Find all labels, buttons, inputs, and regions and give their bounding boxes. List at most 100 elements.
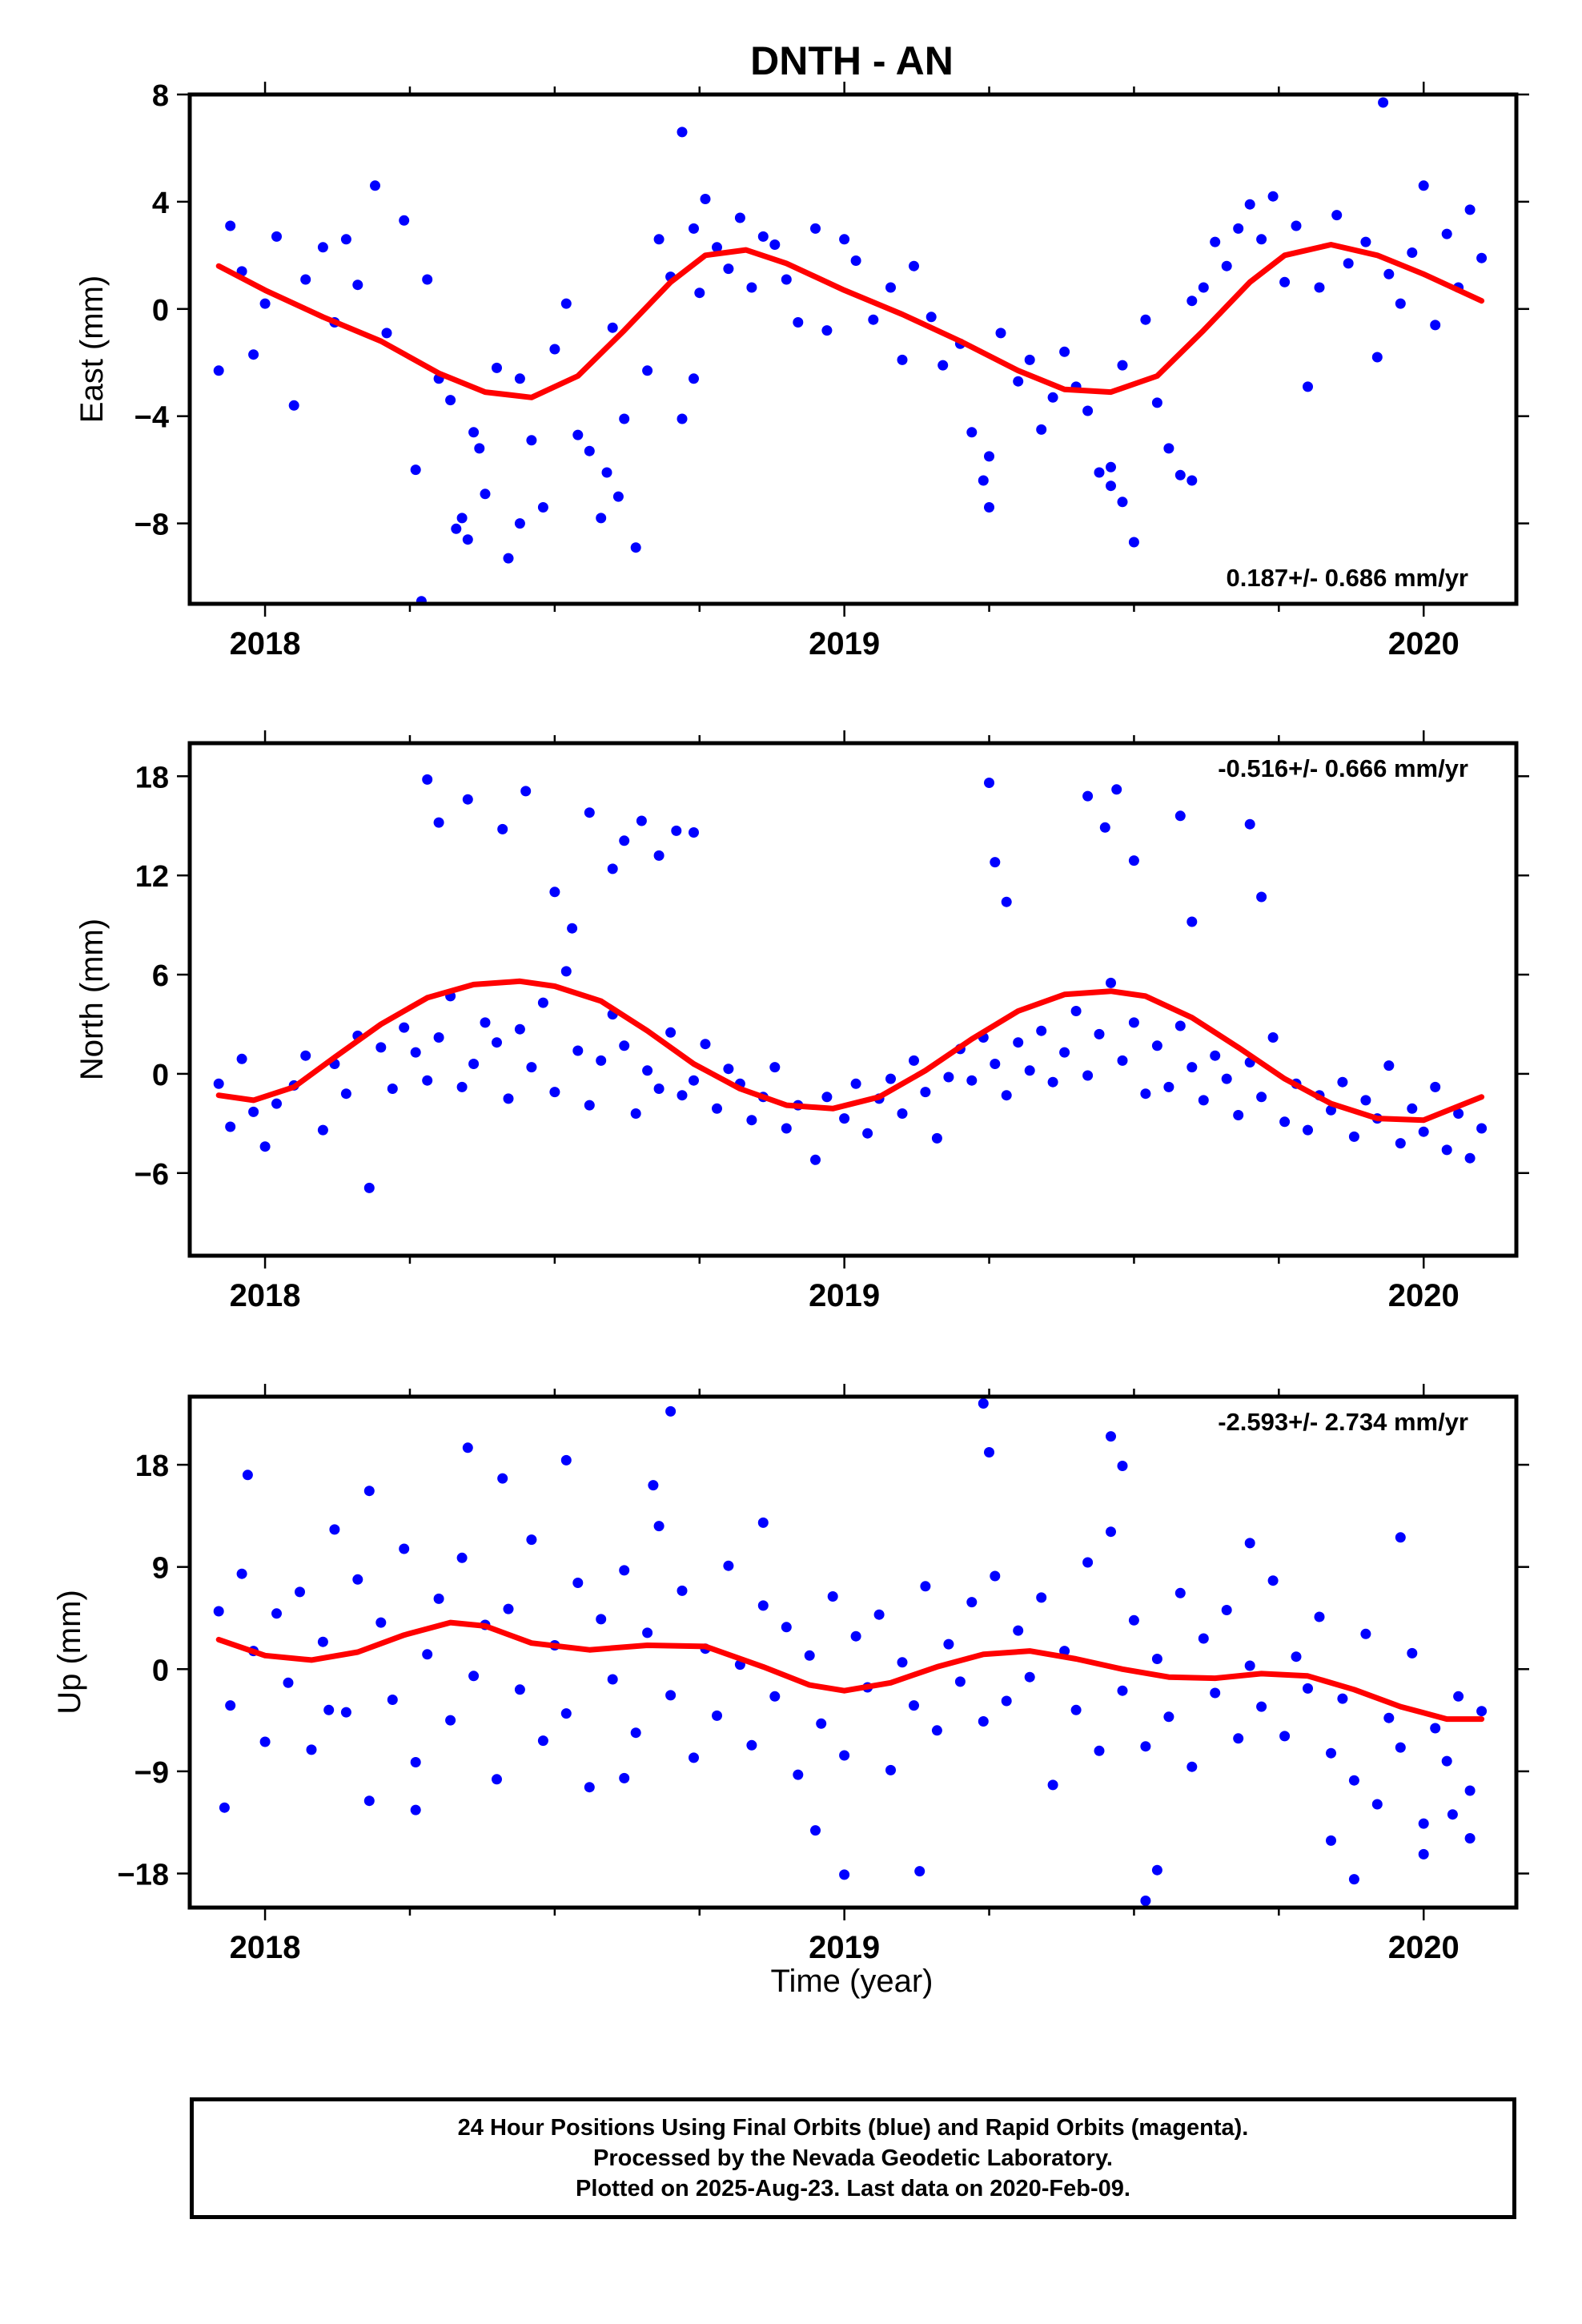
- data-point: [422, 1649, 433, 1660]
- data-point: [642, 1065, 653, 1076]
- data-point: [363, 1486, 375, 1497]
- data-point: [1047, 1779, 1058, 1791]
- data-point: [1383, 1060, 1395, 1072]
- data-point: [642, 365, 653, 376]
- data-point: [462, 794, 473, 805]
- east-panel: 2018 2019 2020 8 4 0 −4 −8 East (mm) 0.187+/- 0.6…: [74, 79, 1529, 661]
- data-point: [1371, 352, 1383, 363]
- data-point: [560, 1454, 572, 1466]
- data-point: [839, 234, 850, 245]
- velocity-label: -2.593+/- 2.734 mm/yr: [1218, 1408, 1468, 1436]
- data-point: [1128, 855, 1139, 866]
- data-point: [306, 1744, 317, 1755]
- data-point: [1174, 469, 1186, 480]
- data-point: [1244, 199, 1255, 210]
- data-point: [1395, 1138, 1406, 1149]
- data-point: [827, 1591, 838, 1602]
- data-point: [636, 815, 647, 826]
- data-point: [422, 774, 433, 785]
- data-point: [363, 1795, 375, 1807]
- data-point: [514, 518, 525, 529]
- data-point: [537, 997, 548, 1008]
- data-point: [596, 513, 607, 524]
- data-point: [1395, 298, 1406, 309]
- data-point: [433, 1593, 444, 1604]
- caption-line: 24 Hour Positions Using Final Orbits (bl…: [457, 2115, 1249, 2141]
- data-point: [1106, 1431, 1116, 1442]
- data-point: [1070, 1704, 1082, 1715]
- data-point: [1151, 397, 1162, 408]
- data-point: [850, 255, 861, 266]
- data-point: [689, 373, 699, 384]
- data-point: [271, 1608, 282, 1619]
- data-point: [480, 1017, 491, 1028]
- data-point: [619, 1565, 630, 1576]
- data-point: [317, 1124, 328, 1136]
- data-point: [300, 1050, 311, 1061]
- data-point: [943, 1072, 954, 1083]
- data-point: [596, 1055, 607, 1066]
- data-point: [474, 443, 485, 454]
- data-point: [1303, 1683, 1313, 1694]
- data-point: [1186, 1062, 1198, 1073]
- y-tick-label: 0: [152, 1059, 169, 1092]
- data-point: [885, 1073, 896, 1084]
- data-point: [422, 1075, 433, 1086]
- data-point: [468, 1671, 480, 1682]
- data-point: [885, 1764, 896, 1775]
- data-point: [236, 1053, 247, 1064]
- data-point: [1279, 1116, 1291, 1128]
- data-point: [422, 274, 433, 285]
- data-point: [480, 489, 491, 500]
- data-point: [1163, 443, 1174, 454]
- data-point: [1244, 1660, 1255, 1671]
- data-point: [1360, 1628, 1371, 1639]
- data-point: [931, 1132, 942, 1144]
- data-point: [1163, 1081, 1174, 1092]
- data-point: [1221, 1073, 1232, 1084]
- data-point: [1418, 1818, 1429, 1829]
- data-point: [1036, 424, 1047, 435]
- data-point: [1001, 1090, 1012, 1101]
- plot-frame: [187, 741, 1519, 1258]
- data-point: [1210, 236, 1221, 247]
- data-point: [567, 923, 578, 934]
- x-tick-label: 2020: [1388, 626, 1460, 661]
- data-point: [520, 786, 532, 797]
- y-tick-label: 18: [135, 1449, 169, 1483]
- data-point: [456, 1552, 468, 1563]
- data-point: [236, 1568, 247, 1579]
- data-point: [1256, 234, 1267, 245]
- data-point: [850, 1078, 861, 1089]
- data-point: [1140, 314, 1151, 325]
- data-point: [340, 1707, 351, 1718]
- data-point: [769, 239, 781, 250]
- data-point: [984, 502, 994, 513]
- data-point: [584, 445, 595, 456]
- data-point: [1233, 223, 1244, 234]
- data-point: [1186, 916, 1198, 927]
- y-tick-label: 18: [135, 761, 169, 794]
- data-point: [1001, 1695, 1012, 1707]
- data-point: [225, 1700, 236, 1711]
- data-point: [1059, 1646, 1070, 1657]
- data-point: [1337, 1076, 1348, 1088]
- data-point: [671, 825, 682, 836]
- data-point: [1476, 1123, 1488, 1134]
- data-point: [793, 1769, 804, 1780]
- data-point: [1441, 1144, 1452, 1156]
- data-point: [897, 1657, 908, 1668]
- data-point: [375, 1617, 387, 1628]
- data-point: [1117, 1461, 1128, 1471]
- data-point: [317, 1636, 328, 1647]
- data-point: [1395, 1532, 1406, 1543]
- data-point: [653, 1521, 665, 1532]
- data-point: [317, 242, 328, 253]
- data-point: [526, 435, 537, 446]
- data-point: [584, 807, 595, 818]
- data-point: [850, 1630, 861, 1642]
- data-point: [1094, 467, 1105, 478]
- data-point: [1059, 346, 1070, 357]
- data-point: [1024, 1065, 1035, 1076]
- data-point: [340, 234, 351, 245]
